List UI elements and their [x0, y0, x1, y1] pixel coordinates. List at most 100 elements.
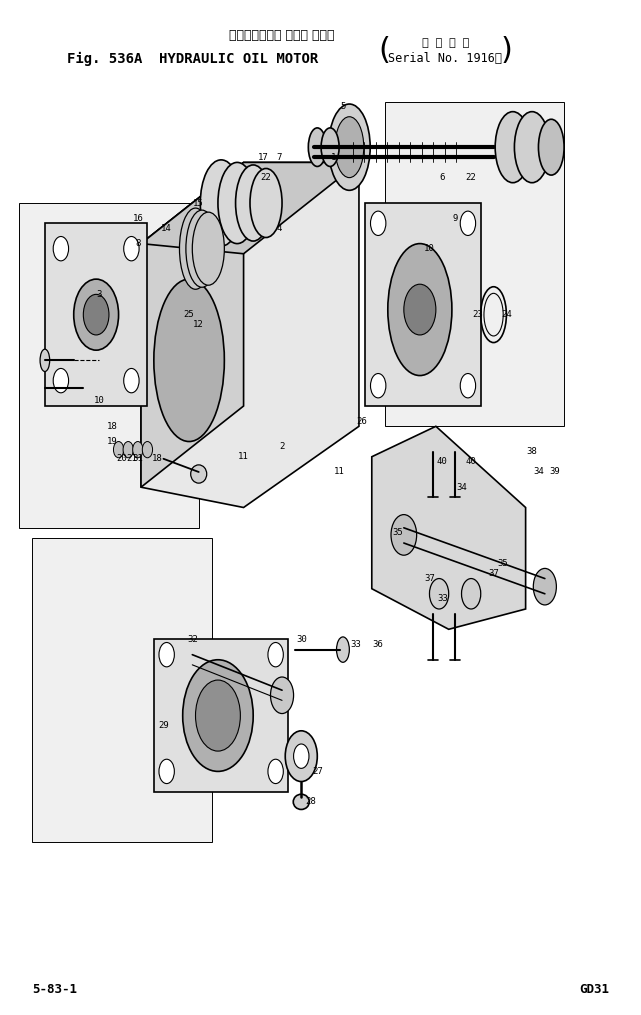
Text: 10: 10 [94, 397, 104, 405]
Polygon shape [141, 162, 244, 487]
Circle shape [268, 642, 283, 667]
Circle shape [53, 236, 69, 261]
Circle shape [285, 731, 317, 782]
Text: 7: 7 [276, 153, 281, 161]
Ellipse shape [495, 112, 531, 183]
Ellipse shape [236, 165, 271, 242]
Text: 36: 36 [373, 640, 383, 649]
Circle shape [533, 568, 556, 605]
Circle shape [460, 211, 476, 235]
Text: 35: 35 [392, 529, 403, 537]
Text: 適 用 号 機: 適 用 号 機 [422, 38, 469, 48]
Text: 35: 35 [498, 559, 508, 567]
Text: 14: 14 [162, 224, 172, 232]
Polygon shape [372, 426, 526, 629]
Text: 28: 28 [306, 798, 316, 806]
Circle shape [159, 642, 174, 667]
Circle shape [83, 294, 109, 335]
Text: 24: 24 [501, 311, 512, 319]
Ellipse shape [186, 210, 218, 287]
Circle shape [196, 680, 240, 751]
Text: 22: 22 [261, 174, 271, 182]
Ellipse shape [191, 465, 206, 483]
Ellipse shape [337, 637, 349, 663]
Ellipse shape [179, 208, 212, 289]
Text: 11: 11 [335, 468, 345, 476]
Circle shape [460, 374, 476, 398]
Text: 18: 18 [107, 422, 117, 430]
Circle shape [74, 279, 119, 350]
Circle shape [370, 374, 386, 398]
Circle shape [53, 368, 69, 393]
Text: 38: 38 [527, 448, 537, 456]
Text: 11: 11 [238, 453, 249, 461]
Text: 1: 1 [331, 153, 336, 161]
Polygon shape [385, 102, 564, 426]
Text: 22: 22 [466, 174, 476, 182]
Circle shape [124, 368, 139, 393]
Text: 3: 3 [97, 290, 102, 298]
Circle shape [124, 236, 139, 261]
Text: 8: 8 [135, 240, 140, 248]
Text: 30: 30 [296, 635, 306, 644]
Text: 29: 29 [158, 722, 169, 730]
Circle shape [404, 284, 436, 335]
Polygon shape [365, 203, 481, 406]
Text: Serial No. 1916～: Serial No. 1916～ [388, 53, 503, 65]
Circle shape [159, 759, 174, 784]
Text: 32: 32 [187, 635, 197, 644]
Ellipse shape [218, 162, 256, 244]
Polygon shape [141, 162, 359, 508]
Text: 17: 17 [258, 153, 268, 161]
Text: 34: 34 [533, 468, 544, 476]
Circle shape [391, 515, 417, 555]
Text: 6: 6 [440, 174, 445, 182]
Text: 37: 37 [424, 574, 435, 583]
Ellipse shape [329, 105, 370, 191]
Ellipse shape [250, 168, 282, 238]
Ellipse shape [200, 159, 242, 247]
Polygon shape [32, 538, 212, 842]
Text: 37: 37 [488, 569, 499, 578]
Text: 40: 40 [466, 458, 476, 466]
Circle shape [183, 660, 253, 771]
Circle shape [142, 442, 153, 458]
Circle shape [294, 744, 309, 768]
Polygon shape [141, 162, 359, 254]
Text: 12: 12 [194, 321, 204, 329]
Ellipse shape [308, 128, 326, 166]
Polygon shape [45, 223, 147, 406]
Text: ): ) [501, 37, 512, 65]
Text: 4: 4 [276, 224, 281, 232]
Text: 26: 26 [357, 417, 367, 425]
Ellipse shape [294, 794, 309, 810]
Text: 25: 25 [184, 311, 194, 319]
Text: 9: 9 [453, 214, 458, 222]
Circle shape [123, 442, 133, 458]
Ellipse shape [538, 120, 564, 176]
Polygon shape [19, 203, 199, 528]
Circle shape [113, 442, 124, 458]
Ellipse shape [321, 128, 339, 166]
Text: (: ( [379, 37, 390, 65]
Text: 31: 31 [133, 455, 143, 463]
Text: 39: 39 [549, 468, 560, 476]
Text: 16: 16 [133, 214, 143, 222]
Text: 10: 10 [424, 245, 435, 253]
Ellipse shape [40, 349, 50, 371]
Text: 33: 33 [351, 640, 361, 649]
Ellipse shape [388, 244, 452, 376]
Text: 2: 2 [279, 443, 285, 451]
Text: Fig. 536A  HYDRAULIC OIL MOTOR: Fig. 536A HYDRAULIC OIL MOTOR [67, 52, 318, 66]
Text: 19: 19 [107, 437, 117, 446]
Ellipse shape [335, 117, 364, 178]
Ellipse shape [154, 279, 224, 442]
Text: 15: 15 [194, 199, 204, 207]
Circle shape [370, 211, 386, 235]
Text: 20: 20 [117, 455, 127, 463]
Text: 23: 23 [472, 311, 483, 319]
Circle shape [268, 759, 283, 784]
Text: 5-83-1: 5-83-1 [32, 984, 77, 996]
Text: 18: 18 [152, 455, 162, 463]
Text: 40: 40 [437, 458, 447, 466]
